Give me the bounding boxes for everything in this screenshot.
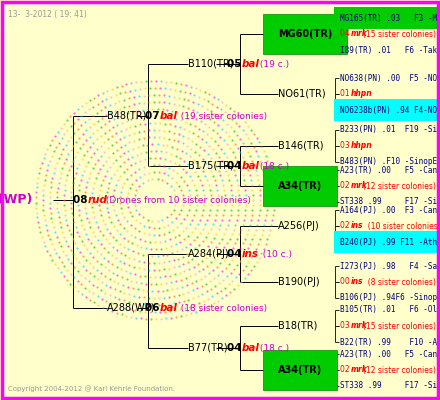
Text: (18 c.): (18 c.): [257, 162, 289, 170]
Text: 07: 07: [145, 111, 163, 121]
Text: 05: 05: [227, 59, 245, 69]
Text: I273(PJ) .98   F4 -Sardast93R: I273(PJ) .98 F4 -Sardast93R: [340, 262, 440, 270]
Text: B110(TR): B110(TR): [188, 59, 234, 69]
Text: NO61(TR): NO61(TR): [278, 89, 326, 99]
Text: bal: bal: [159, 111, 177, 121]
Text: A34(TR): A34(TR): [278, 181, 322, 191]
Text: B233(PN) .01  F19 -Sinop62R: B233(PN) .01 F19 -Sinop62R: [340, 126, 440, 134]
Text: (8 sister colonies): (8 sister colonies): [363, 278, 436, 286]
Text: (12 sister colonies): (12 sister colonies): [363, 366, 436, 374]
Text: 06: 06: [145, 303, 163, 313]
Text: 02: 02: [340, 366, 352, 374]
Text: bal: bal: [242, 343, 259, 353]
Text: B48(TR): B48(TR): [107, 111, 147, 121]
Text: A284(PJ): A284(PJ): [188, 249, 230, 259]
Text: (15 sister colonies): (15 sister colonies): [363, 30, 436, 38]
Text: (10 c.): (10 c.): [257, 250, 292, 258]
Text: ins: ins: [351, 222, 363, 230]
Text: B77(TR): B77(TR): [188, 343, 227, 353]
Text: 00: 00: [340, 278, 352, 286]
Text: A34(TR): A34(TR): [278, 365, 322, 375]
Text: mrk: mrk: [351, 30, 368, 38]
Text: Copyright 2004-2012 @ Karl Kehrle Foundation.: Copyright 2004-2012 @ Karl Kehrle Founda…: [8, 385, 175, 392]
Text: I89(TR) .01   F6 -Takab93aR: I89(TR) .01 F6 -Takab93aR: [340, 46, 440, 54]
Text: A164(PJ) .00  F3 -Cankiri97Q: A164(PJ) .00 F3 -Cankiri97Q: [340, 206, 440, 214]
Text: B175(TR): B175(TR): [188, 161, 234, 171]
Text: 04: 04: [340, 30, 352, 38]
Text: (Drones from 10 sister colonies): (Drones from 10 sister colonies): [103, 196, 251, 204]
Text: A23(TR) .00   F5 -Cankiri97Q: A23(TR) .00 F5 -Cankiri97Q: [340, 350, 440, 358]
Text: 13-  3-2012 ( 19: 41): 13- 3-2012 ( 19: 41): [8, 10, 87, 19]
Text: 02: 02: [340, 182, 352, 190]
Text: MG165(TR) .03   F3 -MG00R: MG165(TR) .03 F3 -MG00R: [340, 14, 440, 22]
Text: 03: 03: [340, 322, 352, 330]
Text: (19 c.): (19 c.): [257, 60, 289, 68]
Text: mrk: mrk: [351, 182, 368, 190]
Text: (10 sister colonies): (10 sister colonies): [363, 222, 440, 230]
Text: hhpn: hhpn: [351, 90, 372, 98]
Text: ins: ins: [242, 249, 258, 259]
Text: (15 sister colonies): (15 sister colonies): [363, 322, 436, 330]
Text: 03: 03: [340, 142, 352, 150]
Text: mrk: mrk: [351, 366, 368, 374]
Text: B190(PJ): B190(PJ): [278, 277, 319, 287]
Text: (18 sister colonies): (18 sister colonies): [175, 304, 267, 312]
Text: rud: rud: [88, 195, 107, 205]
Text: ins: ins: [351, 278, 363, 286]
Text: (12 sister colonies): (12 sister colonies): [363, 182, 436, 190]
Text: B525(WP): B525(WP): [0, 194, 33, 206]
Text: hhpn: hhpn: [351, 142, 372, 150]
Text: 08: 08: [73, 195, 91, 205]
Text: B18(TR): B18(TR): [278, 321, 317, 331]
Text: mrk: mrk: [351, 322, 368, 330]
Text: B106(PJ) .94F6 -SinopEgg86R: B106(PJ) .94F6 -SinopEgg86R: [340, 294, 440, 302]
Text: (19 sister colonies): (19 sister colonies): [175, 112, 267, 120]
Text: bal: bal: [242, 161, 259, 171]
Text: 04: 04: [227, 249, 245, 259]
Text: A23(TR) .00   F5 -Cankiri97Q: A23(TR) .00 F5 -Cankiri97Q: [340, 166, 440, 174]
Text: B483(PN) .F10 -SinopEgg86R: B483(PN) .F10 -SinopEgg86R: [340, 158, 440, 166]
Text: NO638(PN) .00  F5 -NO6294R: NO638(PN) .00 F5 -NO6294R: [340, 74, 440, 82]
Text: MG60(TR): MG60(TR): [278, 29, 332, 39]
Text: NO6238b(PN) .94 F4-NO6294R: NO6238b(PN) .94 F4-NO6294R: [340, 106, 440, 114]
Text: 01: 01: [340, 90, 352, 98]
Text: B146(TR): B146(TR): [278, 141, 323, 151]
Text: B105(TR) .01   F6 -Old_Lady: B105(TR) .01 F6 -Old_Lady: [340, 306, 440, 314]
Text: bal: bal: [242, 59, 259, 69]
Text: B22(TR) .99    F10 -Atlas85R: B22(TR) .99 F10 -Atlas85R: [340, 338, 440, 346]
Text: (18 c.): (18 c.): [257, 344, 289, 352]
Text: B240(PJ) .99 F11 -AthosSt80R: B240(PJ) .99 F11 -AthosSt80R: [340, 238, 440, 246]
Text: 02: 02: [340, 222, 352, 230]
Text: ST338 .99     F17 -Sinop62R: ST338 .99 F17 -Sinop62R: [340, 198, 440, 206]
Text: bal: bal: [159, 303, 177, 313]
Text: A288(WP): A288(WP): [107, 303, 155, 313]
Text: 04: 04: [227, 161, 245, 171]
Text: A256(PJ): A256(PJ): [278, 221, 320, 231]
Text: 04: 04: [227, 343, 245, 353]
Text: ST338 .99     F17 -Sinop62R: ST338 .99 F17 -Sinop62R: [340, 382, 440, 390]
